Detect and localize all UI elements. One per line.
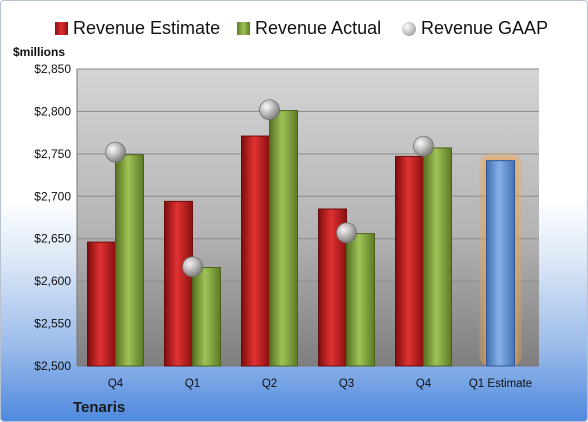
bar-estimate-forecast: [486, 160, 515, 367]
y-tick-label: $2,750: [34, 147, 71, 161]
company-name: Tenaris: [73, 399, 126, 416]
legend: Revenue Estimate Revenue Actual Revenue …: [1, 18, 587, 42]
y-tick-label: $2,550: [34, 317, 71, 331]
x-tick-label: Q4: [416, 378, 432, 390]
bar-actual: [192, 267, 221, 367]
bar-actual: [423, 147, 452, 367]
y-axis-units-label: $millions: [13, 45, 66, 59]
y-tick-label: $2,850: [34, 62, 71, 76]
bar-actual: [269, 110, 298, 367]
bar-actual: [115, 154, 144, 367]
gaap-marker: [105, 141, 126, 163]
bar-estimate: [164, 200, 193, 367]
bar-estimate: [87, 241, 116, 367]
gaap-marker: [182, 256, 203, 278]
y-tick-label: $2,650: [34, 232, 71, 246]
y-tick-label: $2,500: [34, 359, 71, 373]
gaap-marker: [413, 135, 434, 157]
legend-item-estimate: Revenue Estimate: [55, 18, 220, 39]
x-tick-label: Q2: [262, 378, 277, 390]
x-tick-label: Q1 Estimate: [469, 378, 532, 390]
gaap-marker: [336, 222, 357, 244]
bar-estimate: [395, 155, 424, 367]
gaap-marker: [259, 99, 280, 121]
x-tick-label: Q4: [108, 378, 124, 390]
legend-marker-gaap: [402, 21, 416, 36]
x-tick-label: Q1: [185, 378, 200, 390]
y-tick-label: $2,600: [34, 274, 71, 288]
x-tick-label: Q3: [339, 378, 354, 390]
y-tick-label: $2,700: [34, 189, 71, 203]
y-tick-label: $2,800: [34, 104, 71, 118]
bar-actual: [346, 233, 375, 367]
legend-label-estimate: Revenue Estimate: [73, 18, 221, 38]
legend-swatch-actual: [237, 22, 250, 35]
legend-item-actual: Revenue Actual: [237, 18, 381, 39]
bar-estimate: [241, 135, 270, 367]
legend-label-gaap: Revenue GAAP: [421, 18, 549, 38]
legend-item-gaap: Revenue GAAP: [402, 18, 548, 39]
plot-area: [77, 69, 539, 366]
legend-swatch-estimate: [55, 22, 68, 35]
legend-label-actual: Revenue Actual: [255, 18, 382, 38]
